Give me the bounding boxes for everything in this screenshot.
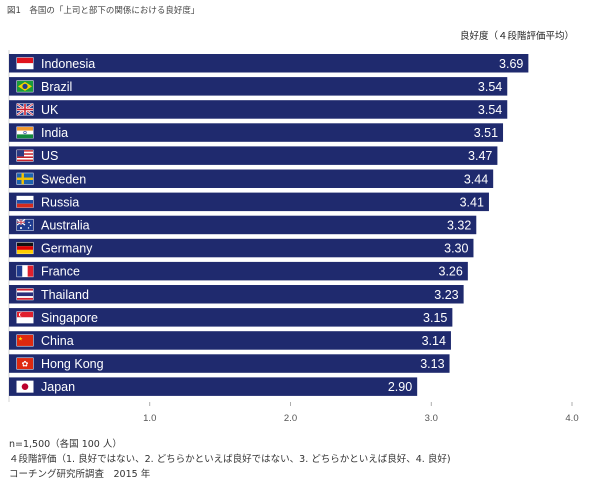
notes: n=1,500（各国 100 人） ４段階評価（1. 良好ではない、2. どちら… <box>9 437 451 482</box>
china-flag-icon: ★ <box>16 334 34 347</box>
data-label: 3.41 <box>460 195 484 209</box>
category-label: Japan <box>41 380 75 394</box>
data-label: 3.54 <box>478 80 502 94</box>
category-label: Russia <box>41 195 79 209</box>
data-label: 3.15 <box>423 311 447 325</box>
data-label: 3.54 <box>478 103 502 117</box>
unit-label: 良好度（４段階評価平均） <box>459 31 574 42</box>
bar <box>9 285 464 304</box>
data-label: 3.47 <box>468 149 492 163</box>
bar <box>9 169 494 188</box>
brazil-flag-icon <box>16 80 34 93</box>
us-flag-icon <box>16 149 34 162</box>
bar <box>9 123 504 142</box>
bar-group: Brazil 3.54 <box>9 77 508 96</box>
singapore-flag-icon <box>16 311 34 324</box>
bar <box>9 146 498 165</box>
data-label: 3.44 <box>464 172 488 186</box>
bar-group: UK 3.54 <box>9 100 508 119</box>
note-sample-size: n=1,500（各国 100 人） <box>9 439 122 450</box>
bar <box>9 215 477 235</box>
data-label: 3.69 <box>499 57 523 71</box>
thailand-flag-icon <box>16 288 34 301</box>
bar-group: Thailand 3.23 <box>9 285 464 304</box>
bar <box>9 261 468 281</box>
bar-group: India 3.51 <box>9 123 504 142</box>
bar-group: Singapore 3.15 <box>9 308 453 327</box>
data-label: 3.26 <box>439 265 463 279</box>
bar-group: Indonesia 3.69 <box>9 54 529 73</box>
bar <box>9 54 529 73</box>
category-label: Sweden <box>41 172 86 186</box>
bar-chart: Indonesia 3.69 Brazil 3.54 UK 3.54 India 3.51 US… <box>8 50 579 424</box>
svg-text:✿: ✿ <box>22 360 29 369</box>
data-label: 3.51 <box>474 126 498 140</box>
france-flag-icon <box>16 265 34 278</box>
category-label: Thailand <box>41 288 89 302</box>
x-tick-label: 1.0 <box>143 413 156 424</box>
category-label: China <box>41 334 74 348</box>
category-label: US <box>41 149 58 163</box>
category-label: Singapore <box>41 311 98 325</box>
category-label: India <box>41 126 68 140</box>
x-tick-label: 4.0 <box>565 413 578 424</box>
bar <box>9 100 508 119</box>
data-label: 3.13 <box>420 357 444 371</box>
data-label: 3.14 <box>422 334 446 348</box>
bar <box>9 354 450 373</box>
data-label: 3.23 <box>434 288 458 302</box>
category-label: France <box>41 265 80 279</box>
india-flag-icon <box>16 126 34 139</box>
australia-flag-icon <box>16 218 34 231</box>
bar-group: France 3.26 <box>9 261 468 281</box>
bar-group: ✿ Hong Kong 3.13 <box>9 354 450 373</box>
bar-group: ★ China 3.14 <box>9 331 451 350</box>
category-label: UK <box>41 103 59 117</box>
svg-text:★: ★ <box>18 337 23 343</box>
hong-kong-flag-icon: ✿ <box>16 357 34 370</box>
bar-group: Sweden 3.44 <box>9 169 494 188</box>
indonesia-flag-icon <box>16 57 34 70</box>
bar-group: Japan 2.90 <box>9 377 418 396</box>
russia-flag-icon <box>16 195 34 208</box>
uk-flag-icon <box>16 103 34 116</box>
category-label: Australia <box>41 218 90 232</box>
category-label: Brazil <box>41 80 72 94</box>
bar <box>9 77 508 96</box>
category-label: Indonesia <box>41 57 95 71</box>
bar-group: US 3.47 <box>9 146 498 165</box>
bar <box>9 377 418 396</box>
category-label: Germany <box>41 242 93 256</box>
category-label: Hong Kong <box>41 357 104 371</box>
bar <box>9 238 474 258</box>
bar <box>9 331 451 350</box>
japan-flag-icon <box>16 380 34 393</box>
x-tick-label: 3.0 <box>425 413 438 424</box>
data-label: 2.90 <box>388 380 412 394</box>
x-tick-label: 2.0 <box>284 413 297 424</box>
bar <box>9 308 453 327</box>
note-source: コーチング研究所調査 2015 年 <box>9 469 151 480</box>
bar-group: Germany 3.30 <box>9 238 474 258</box>
data-label: 3.30 <box>444 242 468 256</box>
note-rating-scale: ４段階評価（1. 良好ではない、2. どちらかといえば良好ではない、3. どちら… <box>9 454 451 465</box>
data-label: 3.32 <box>447 218 471 232</box>
bar <box>9 192 489 212</box>
germany-flag-icon <box>16 242 34 255</box>
bar-group: Australia 3.32 <box>9 215 477 235</box>
bar-group: Russia 3.41 <box>9 192 489 212</box>
sweden-flag-icon <box>16 172 34 185</box>
figure-title: 図1 各国の「上司と部下の関係における良好度」 <box>7 6 200 16</box>
